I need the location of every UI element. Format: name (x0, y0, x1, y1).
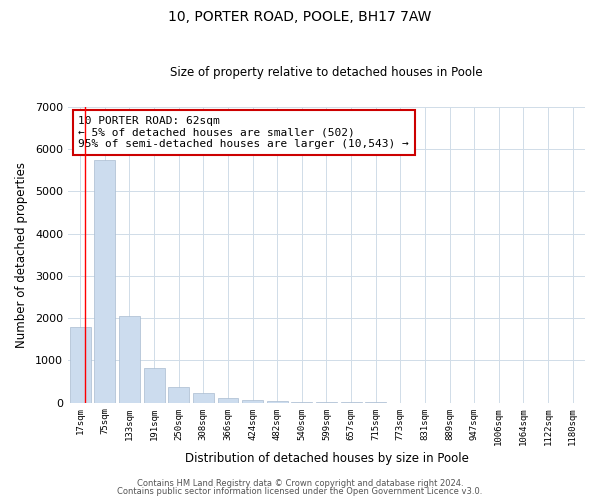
Title: Size of property relative to detached houses in Poole: Size of property relative to detached ho… (170, 66, 483, 80)
Y-axis label: Number of detached properties: Number of detached properties (15, 162, 28, 348)
Text: 10, PORTER ROAD, POOLE, BH17 7AW: 10, PORTER ROAD, POOLE, BH17 7AW (169, 10, 431, 24)
Bar (168, 387, 189, 402)
Bar (218, 398, 238, 402)
Text: 10 PORTER ROAD: 62sqm
← 5% of detached houses are smaller (502)
95% of semi-deta: 10 PORTER ROAD: 62sqm ← 5% of detached h… (78, 116, 409, 149)
Text: Contains HM Land Registry data © Crown copyright and database right 2024.: Contains HM Land Registry data © Crown c… (137, 478, 463, 488)
Bar (119, 316, 140, 402)
Bar (242, 400, 263, 402)
Bar (70, 328, 91, 402)
Text: Contains public sector information licensed under the Open Government Licence v3: Contains public sector information licen… (118, 487, 482, 496)
Bar (94, 160, 115, 402)
X-axis label: Distribution of detached houses by size in Poole: Distribution of detached houses by size … (185, 452, 469, 465)
Bar (143, 368, 164, 402)
Bar (193, 393, 214, 402)
